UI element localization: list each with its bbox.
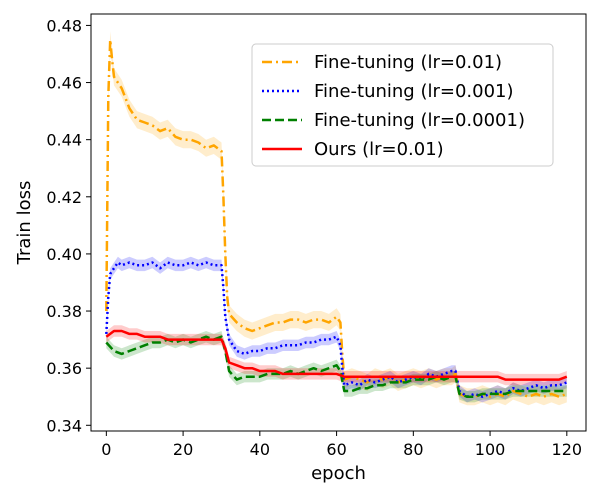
x-tick-label: 120 xyxy=(552,440,583,459)
y-tick-label: 0.48 xyxy=(46,16,82,35)
y-tick-label: 0.34 xyxy=(46,416,82,435)
y-axis-label: Train loss xyxy=(14,181,35,266)
plot-frame xyxy=(90,13,587,432)
series-lines xyxy=(105,38,568,398)
legend-label-2: Fine-tuning (lr=0.001) xyxy=(314,81,514,102)
y-tick-label: 0.40 xyxy=(46,245,82,264)
legend: Fine-tuning (lr=0.01) Fine-tuning (lr=0.0… xyxy=(251,43,554,167)
x-tick-label: 100 xyxy=(475,440,506,459)
series-line-4 xyxy=(105,329,568,381)
axes xyxy=(90,13,587,432)
x-tick-label: 0 xyxy=(101,440,111,459)
x-axis-ticks: 0 20 40 60 80 100 120 xyxy=(101,431,582,459)
y-tick-label: 0.42 xyxy=(46,188,82,207)
series-band-2 xyxy=(106,256,567,403)
y-tick-label: 0.44 xyxy=(46,131,82,150)
x-tick-label: 40 xyxy=(250,440,270,459)
x-tick-label: 20 xyxy=(173,440,193,459)
y-tick-label: 0.46 xyxy=(46,74,82,93)
x-tick-label: 80 xyxy=(403,440,423,459)
legend-box xyxy=(251,43,554,167)
legend-label-3: Fine-tuning (lr=0.0001) xyxy=(314,110,525,131)
series-line-3 xyxy=(105,335,567,398)
y-axis-ticks: 0.34 0.36 0.38 0.40 0.42 0.44 0.46 0.48 xyxy=(46,16,91,435)
y-tick-label: 0.38 xyxy=(46,302,82,321)
legend-label-4: Ours (lr=0.01) xyxy=(314,139,444,160)
y-tick-label: 0.36 xyxy=(46,359,82,378)
legend-label-1: Fine-tuning (lr=0.01) xyxy=(314,52,502,73)
x-axis-label: epoch xyxy=(311,463,366,484)
x-tick-label: 60 xyxy=(326,440,346,459)
